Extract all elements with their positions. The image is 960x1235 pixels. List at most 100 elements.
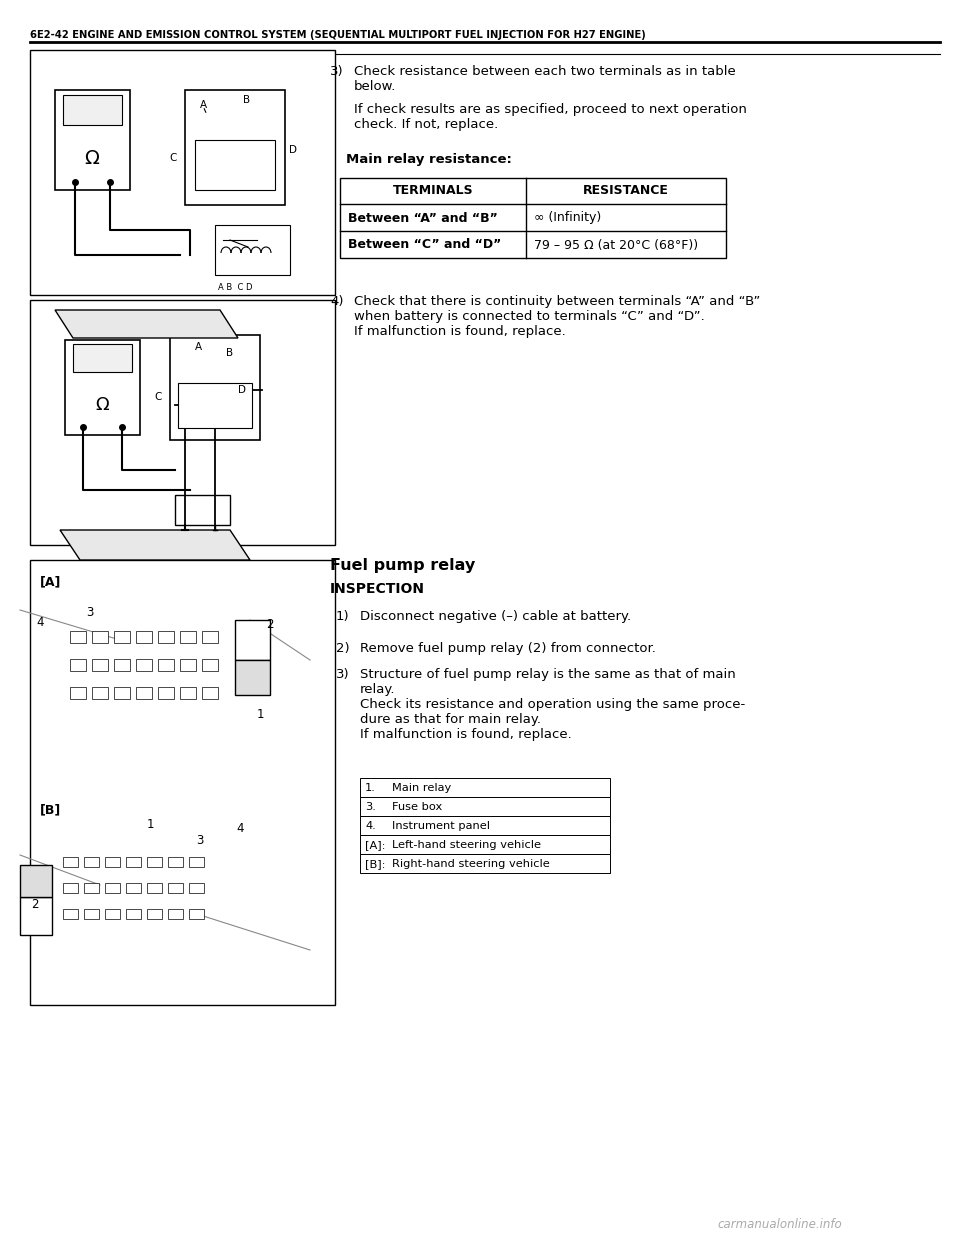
Text: Check that there is continuity between terminals “A” and “B”
when battery is con: Check that there is continuity between t… <box>354 295 760 338</box>
Bar <box>73 345 132 372</box>
Bar <box>147 883 162 893</box>
Text: 1: 1 <box>256 709 264 721</box>
Bar <box>70 659 86 671</box>
Text: Fuel pump relay: Fuel pump relay <box>330 558 475 573</box>
Text: 3: 3 <box>86 605 94 619</box>
Text: A: A <box>200 100 206 110</box>
Bar <box>168 883 183 893</box>
Text: 2: 2 <box>32 899 38 911</box>
Bar <box>63 883 78 893</box>
Text: Main relay resistance:: Main relay resistance: <box>346 153 512 165</box>
Text: ∞ (Infinity): ∞ (Infinity) <box>534 211 601 225</box>
Bar <box>30 559 335 1005</box>
Text: Between “A” and “B”: Between “A” and “B” <box>348 211 497 225</box>
Bar <box>180 631 196 643</box>
Bar <box>195 140 275 190</box>
Polygon shape <box>55 310 238 338</box>
Bar <box>340 178 726 258</box>
Text: Ω: Ω <box>84 148 100 168</box>
Bar <box>360 853 610 873</box>
Bar <box>114 631 130 643</box>
Bar <box>147 857 162 867</box>
Text: Instrument panel: Instrument panel <box>392 821 490 831</box>
Text: INSPECTION: INSPECTION <box>330 582 425 597</box>
Text: C: C <box>155 391 161 403</box>
Text: 4: 4 <box>236 821 244 835</box>
Bar <box>92 631 108 643</box>
Text: 2): 2) <box>336 642 349 655</box>
Bar <box>84 883 99 893</box>
Bar <box>105 909 120 919</box>
Text: 6E2-42 ENGINE AND EMISSION CONTROL SYSTEM (SEQUENTIAL MULTIPORT FUEL INJECTION F: 6E2-42 ENGINE AND EMISSION CONTROL SYSTE… <box>30 30 646 40</box>
Text: 1: 1 <box>146 819 154 831</box>
Bar <box>215 225 290 275</box>
Bar <box>105 883 120 893</box>
Bar <box>126 909 141 919</box>
Text: Disconnect negative (–) cable at battery.: Disconnect negative (–) cable at battery… <box>360 610 631 622</box>
Bar <box>202 631 218 643</box>
Text: 1.: 1. <box>365 783 376 793</box>
Bar <box>136 687 152 699</box>
Text: Between “C” and “D”: Between “C” and “D” <box>348 238 501 252</box>
Bar <box>136 631 152 643</box>
Text: 1): 1) <box>336 610 349 622</box>
Bar <box>136 659 152 671</box>
Bar <box>235 659 270 695</box>
Bar <box>114 659 130 671</box>
Bar <box>360 797 610 816</box>
Text: B: B <box>244 95 251 105</box>
Bar <box>84 857 99 867</box>
Bar <box>189 883 204 893</box>
Text: D: D <box>289 144 297 156</box>
Text: Main relay: Main relay <box>392 783 451 793</box>
Bar <box>84 909 99 919</box>
Bar <box>65 340 140 435</box>
Text: Ω: Ω <box>95 396 108 414</box>
Bar <box>70 631 86 643</box>
Bar <box>185 90 285 205</box>
Bar <box>158 687 174 699</box>
Bar <box>92 687 108 699</box>
Bar <box>147 909 162 919</box>
Bar <box>180 687 196 699</box>
Bar <box>63 909 78 919</box>
Text: B: B <box>227 348 233 358</box>
Text: Fuse box: Fuse box <box>392 802 443 811</box>
Text: 4.: 4. <box>365 821 375 831</box>
Text: Right-hand steering vehicle: Right-hand steering vehicle <box>392 860 550 869</box>
Text: 3.: 3. <box>365 802 376 811</box>
Bar <box>63 95 122 125</box>
Text: Check resistance between each two terminals as in table
below.: Check resistance between each two termin… <box>354 65 735 93</box>
Bar <box>63 857 78 867</box>
Bar <box>360 816 610 835</box>
Bar <box>168 857 183 867</box>
Text: C: C <box>169 153 177 163</box>
Bar <box>235 620 270 659</box>
Bar <box>202 659 218 671</box>
Text: TERMINALS: TERMINALS <box>393 184 473 198</box>
Bar <box>30 49 335 295</box>
Text: 79 – 95 Ω (at 20°C (68°F)): 79 – 95 Ω (at 20°C (68°F)) <box>534 238 698 252</box>
Bar <box>189 857 204 867</box>
Text: 3: 3 <box>196 834 204 846</box>
Bar <box>158 659 174 671</box>
Text: A B  C D: A B C D <box>218 283 252 291</box>
Text: Structure of fuel pump relay is the same as that of main
relay.
Check its resist: Structure of fuel pump relay is the same… <box>360 668 745 741</box>
Text: RESISTANCE: RESISTANCE <box>583 184 669 198</box>
Text: D: D <box>238 385 246 395</box>
Text: 2: 2 <box>266 619 274 631</box>
Text: 4): 4) <box>330 295 344 308</box>
Bar <box>175 495 230 525</box>
Bar <box>20 897 52 935</box>
Bar <box>30 300 335 545</box>
Text: 3): 3) <box>330 65 344 78</box>
Bar <box>20 864 52 897</box>
Bar <box>126 883 141 893</box>
Text: [B]: [B] <box>40 804 61 816</box>
Bar <box>170 335 260 440</box>
Text: If check results are as specified, proceed to next operation
check. If not, repl: If check results are as specified, proce… <box>354 103 747 131</box>
Bar <box>92 659 108 671</box>
Text: A: A <box>195 342 202 352</box>
Text: [A]: [A] <box>40 576 61 589</box>
Bar <box>202 687 218 699</box>
